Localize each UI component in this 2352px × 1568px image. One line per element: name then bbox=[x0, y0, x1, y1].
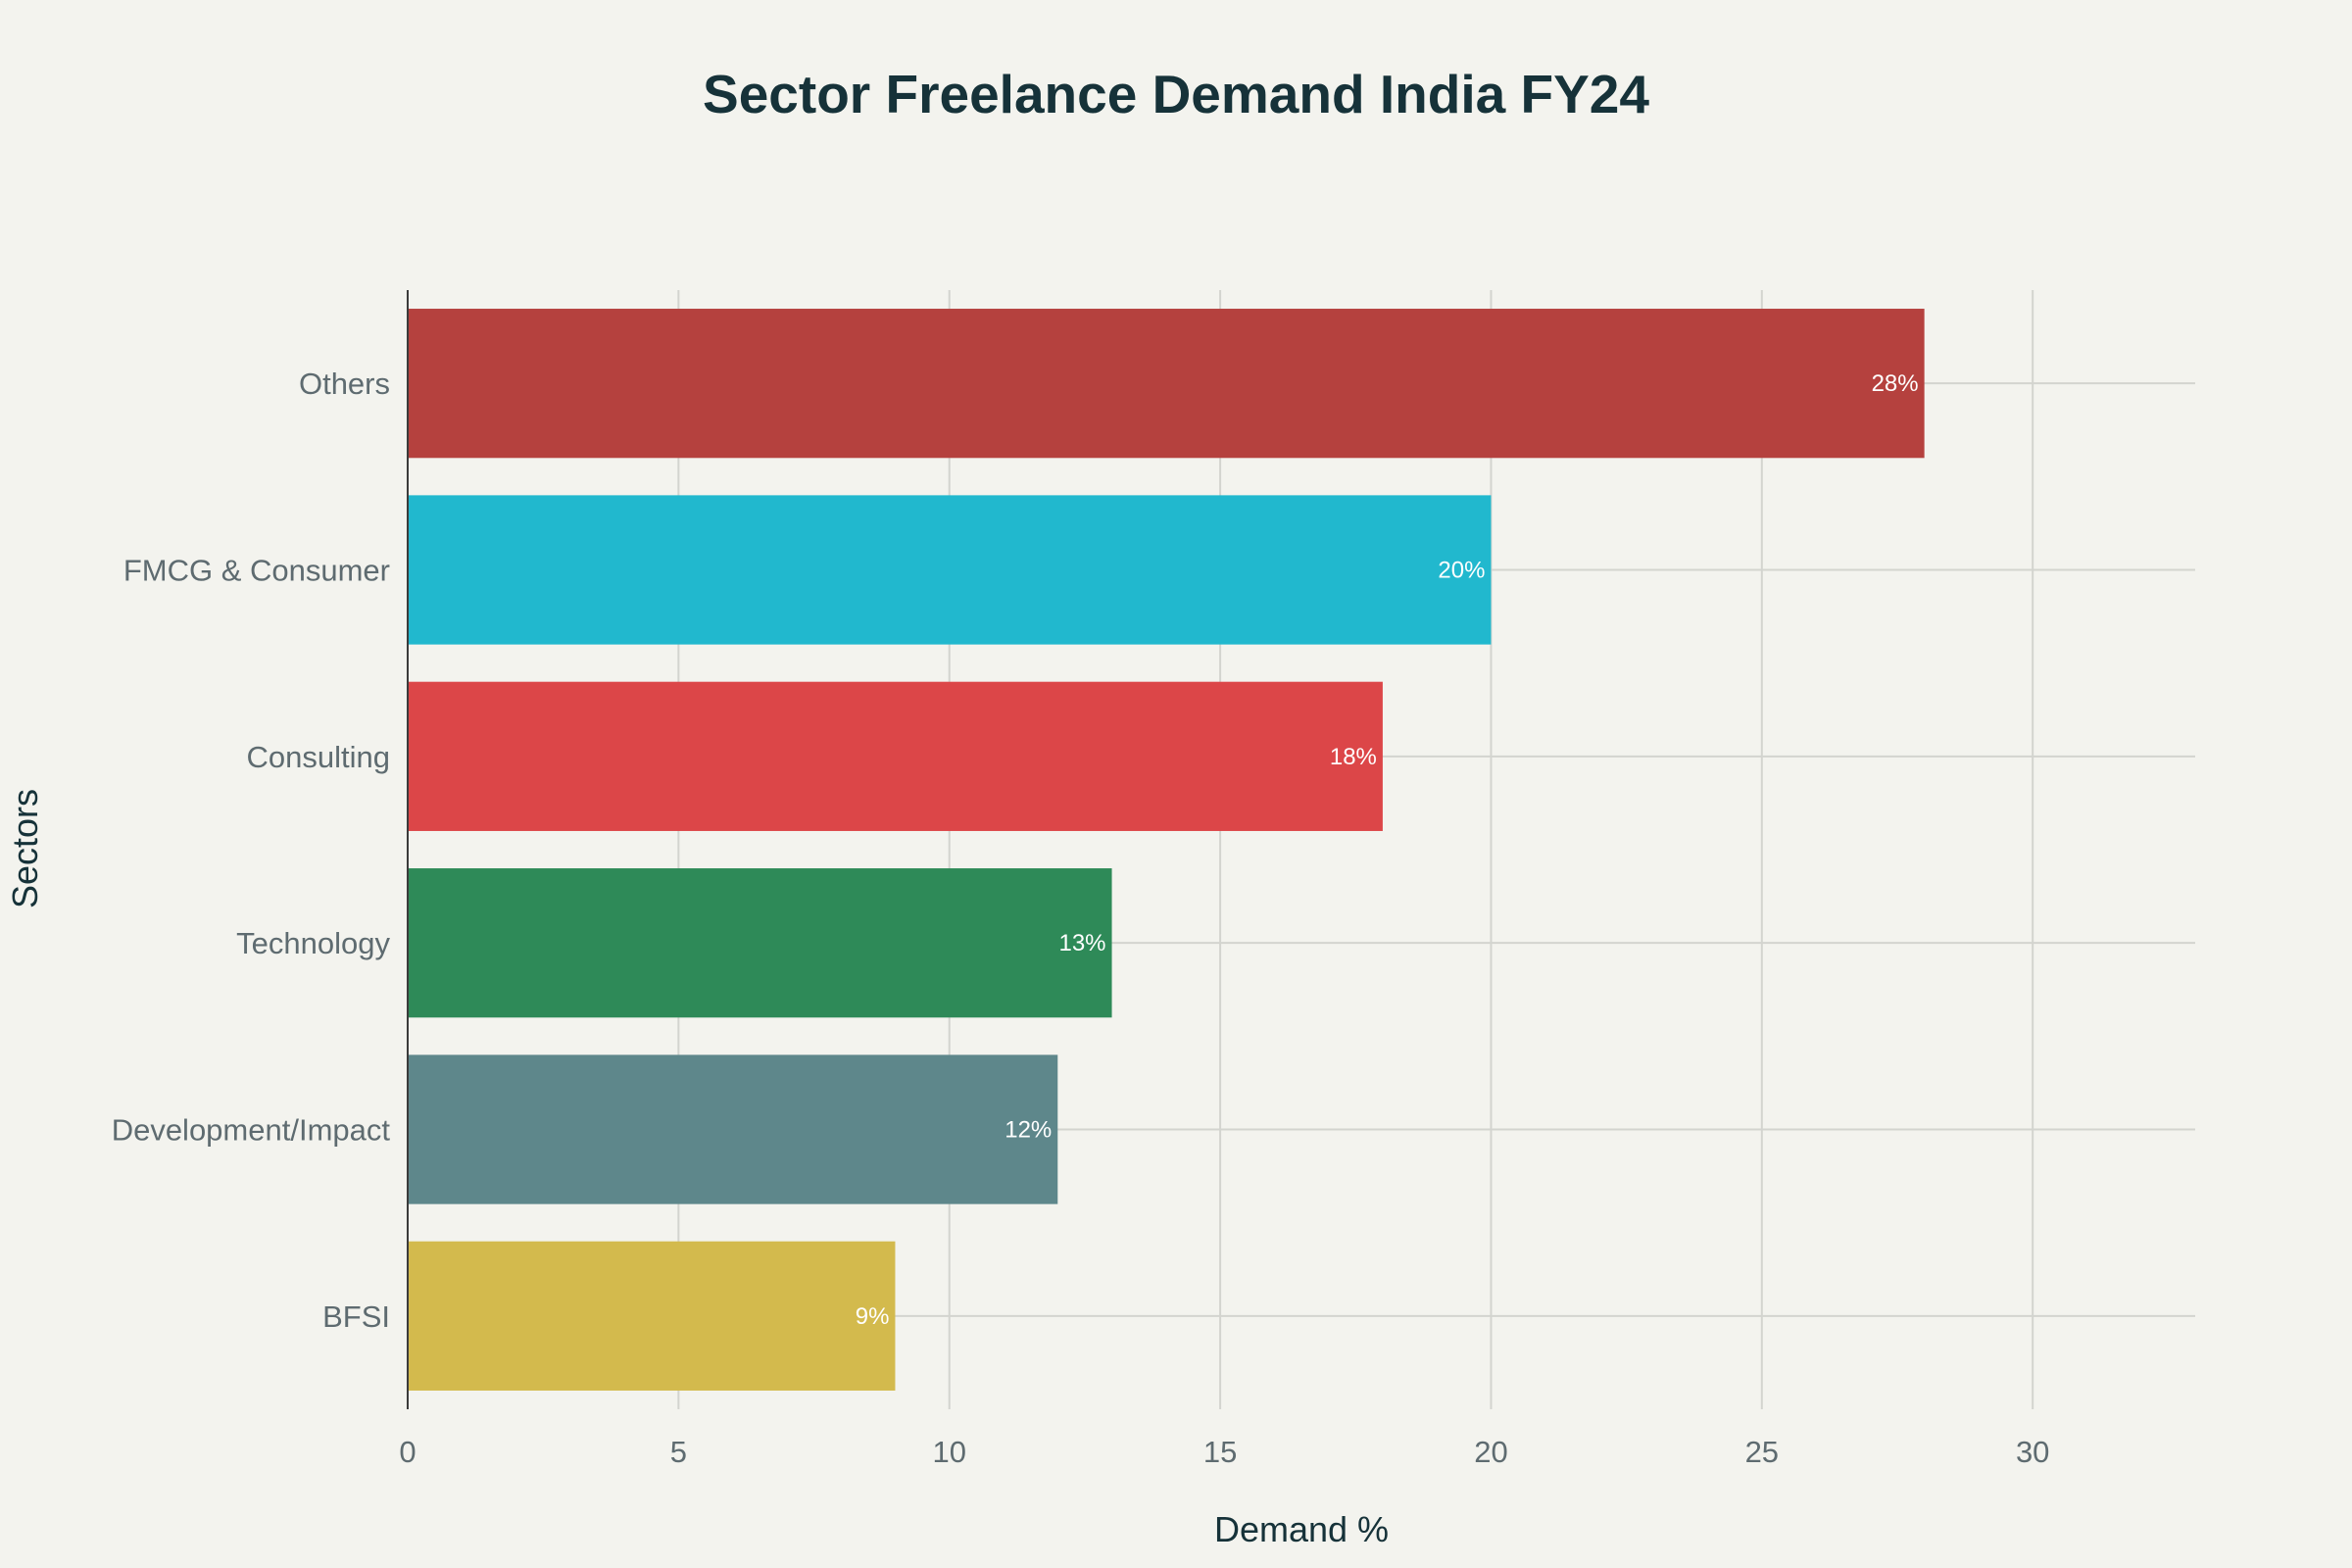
bar bbox=[408, 868, 1112, 1018]
data-label: 12% bbox=[1004, 1117, 1052, 1144]
data-label: 18% bbox=[1330, 744, 1377, 770]
y-tick-label: Development/Impact bbox=[112, 1113, 391, 1148]
bar bbox=[408, 681, 1383, 831]
bar bbox=[408, 309, 1925, 459]
data-label: 28% bbox=[1872, 370, 1919, 397]
data-label: 9% bbox=[856, 1303, 890, 1330]
x-axis-title: Demand % bbox=[1214, 1509, 1389, 1549]
bar bbox=[408, 495, 1492, 645]
bar bbox=[408, 1241, 896, 1391]
data-label: 20% bbox=[1438, 558, 1485, 584]
y-tick-label: Others bbox=[299, 367, 390, 401]
bar bbox=[408, 1054, 1058, 1204]
data-labels: 9% 12% 13% 18% 20% 28% bbox=[856, 370, 1919, 1330]
y-tick-label: FMCG & Consumer bbox=[123, 554, 390, 588]
y-axis-title: Sectors bbox=[5, 789, 45, 908]
x-tick-label: 25 bbox=[1745, 1435, 1779, 1469]
x-tick-label: 10 bbox=[932, 1435, 965, 1469]
y-tick-label: BFSI bbox=[322, 1299, 390, 1334]
x-tick-label: 15 bbox=[1203, 1435, 1237, 1469]
x-tick-label: 30 bbox=[2016, 1435, 2049, 1469]
bars bbox=[408, 309, 1925, 1391]
x-tick-label: 0 bbox=[399, 1435, 416, 1469]
x-tick-label: 20 bbox=[1474, 1435, 1507, 1469]
chart-title: Sector Freelance Demand India FY24 bbox=[703, 64, 1649, 124]
x-tick-label: 5 bbox=[670, 1435, 687, 1469]
data-label: 13% bbox=[1058, 930, 1105, 956]
y-tick-label: Consulting bbox=[247, 740, 390, 774]
y-tick-label: Technology bbox=[236, 926, 390, 960]
tick-labels: 0 5 10 15 20 25 30 BFSI Development/Impact Techno… bbox=[112, 367, 2050, 1469]
